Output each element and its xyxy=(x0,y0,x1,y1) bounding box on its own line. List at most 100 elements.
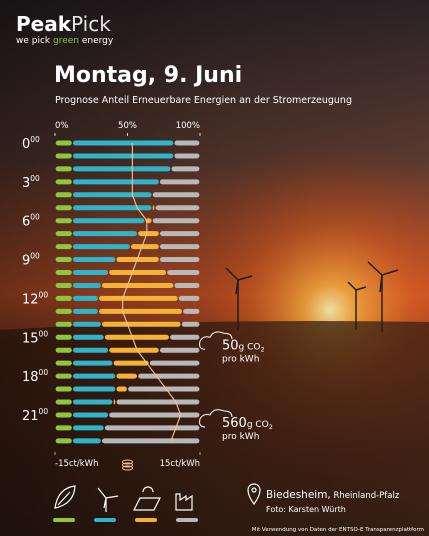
place: Biedesheim, xyxy=(266,489,331,501)
bar-segment xyxy=(109,347,159,353)
bar-segment xyxy=(55,360,72,366)
bar-segment xyxy=(174,153,200,159)
cloud-icon xyxy=(199,409,233,428)
bar-segment xyxy=(55,308,72,314)
co2-unit: g CO xyxy=(247,420,269,430)
hour: 12 xyxy=(22,292,39,307)
co2-value: 50g CO2 xyxy=(222,338,265,353)
bar-segment xyxy=(55,231,72,237)
bar-segment xyxy=(113,399,116,405)
minute: 00 xyxy=(30,213,40,222)
x-tick-label: 0% xyxy=(55,121,69,131)
bar-segment xyxy=(55,347,72,353)
bar-segment xyxy=(174,282,200,288)
legend-icons xyxy=(54,483,261,512)
bar-segment xyxy=(116,373,138,379)
bar-segment xyxy=(178,295,200,301)
price-tick-label: -15ct/kWh xyxy=(55,459,98,469)
bar-segment xyxy=(55,425,72,431)
co2-sub: 2 xyxy=(269,423,273,431)
bar-segment xyxy=(73,425,104,431)
hour: 6 xyxy=(22,215,30,230)
hour: 21 xyxy=(22,409,39,424)
co2-per: pro kWh xyxy=(222,354,259,364)
hour: 3 xyxy=(22,176,30,191)
photo-credit: Foto: Karsten Würth xyxy=(266,505,346,514)
bar-segment xyxy=(160,244,200,250)
bar-segment xyxy=(99,295,178,301)
co2-per: pro kWh xyxy=(222,432,259,442)
bar-segment xyxy=(55,373,72,379)
bar-segment xyxy=(109,412,200,418)
bar-segment xyxy=(102,321,181,327)
bar-segment xyxy=(160,231,200,237)
minute: 00 xyxy=(39,407,49,416)
coin-icon xyxy=(122,462,133,468)
minute: 00 xyxy=(39,329,49,338)
price-tick-label: 15ct/kWh xyxy=(160,459,200,469)
minute: 00 xyxy=(30,252,40,261)
bar-segment xyxy=(55,205,72,211)
chart-title: Montag, 9. Juni xyxy=(54,63,242,88)
bar-segment xyxy=(55,270,72,275)
tag-a: we pick xyxy=(16,36,53,46)
bar-segment xyxy=(55,218,72,224)
bar-segment xyxy=(167,270,200,275)
bar-segment xyxy=(171,166,200,172)
hour-label: 2100 xyxy=(22,407,48,424)
bar-segment xyxy=(102,282,174,288)
bar-segment xyxy=(73,231,138,237)
co2-number: 50 xyxy=(222,338,239,353)
bar-segment xyxy=(170,334,200,340)
bar-segment xyxy=(116,399,200,405)
bar-segment xyxy=(73,153,174,159)
bar-segment xyxy=(138,231,159,237)
tag-b: green xyxy=(53,36,79,46)
minute: 00 xyxy=(30,135,40,144)
bar-segment xyxy=(181,321,200,327)
bar-segment xyxy=(104,334,169,340)
coin-icon xyxy=(122,465,133,471)
x-tick-label: 100% xyxy=(176,121,200,131)
brand-a: Peak xyxy=(16,12,72,36)
bar-segment xyxy=(55,282,72,288)
minute: 00 xyxy=(39,368,49,377)
bar-segment xyxy=(131,244,159,250)
hour-label: 1800 xyxy=(22,368,48,385)
bar-segment xyxy=(73,373,116,379)
bar-segment xyxy=(55,153,72,159)
bar-segment xyxy=(55,179,72,185)
bar-segment xyxy=(55,295,72,301)
cloud-icon xyxy=(199,331,233,350)
bar-segment xyxy=(128,386,200,392)
source: Mit Verwendung von Daten der ENTSO-E Tra… xyxy=(252,527,424,533)
co2-sub: 2 xyxy=(261,345,265,353)
bar-segment xyxy=(183,308,200,314)
bar-segment xyxy=(55,244,72,250)
bar-segment xyxy=(99,308,182,314)
bar-segment xyxy=(73,282,101,288)
bar-segment xyxy=(138,373,200,379)
bar-segment xyxy=(73,257,116,263)
bar-segment xyxy=(116,386,127,392)
minute: 00 xyxy=(30,174,40,183)
bar-segment xyxy=(73,218,145,224)
hour: 18 xyxy=(22,370,39,385)
hour-label: 1200 xyxy=(22,290,48,307)
bar-segment xyxy=(73,334,104,340)
bar-segment xyxy=(152,218,200,224)
hour: 9 xyxy=(22,254,30,269)
hour-label: 000 xyxy=(22,135,40,152)
bar-segment xyxy=(73,321,101,327)
hour: 15 xyxy=(22,331,39,346)
bar-segment xyxy=(73,295,98,301)
bar-segment xyxy=(55,257,72,263)
bar-segment xyxy=(73,347,109,353)
bar-segment xyxy=(55,321,72,327)
brand: PeakPick xyxy=(16,12,111,36)
bar-segment xyxy=(55,140,72,146)
coin-icon xyxy=(122,459,133,465)
bar-segment xyxy=(55,386,72,392)
bar-segment xyxy=(104,425,200,431)
